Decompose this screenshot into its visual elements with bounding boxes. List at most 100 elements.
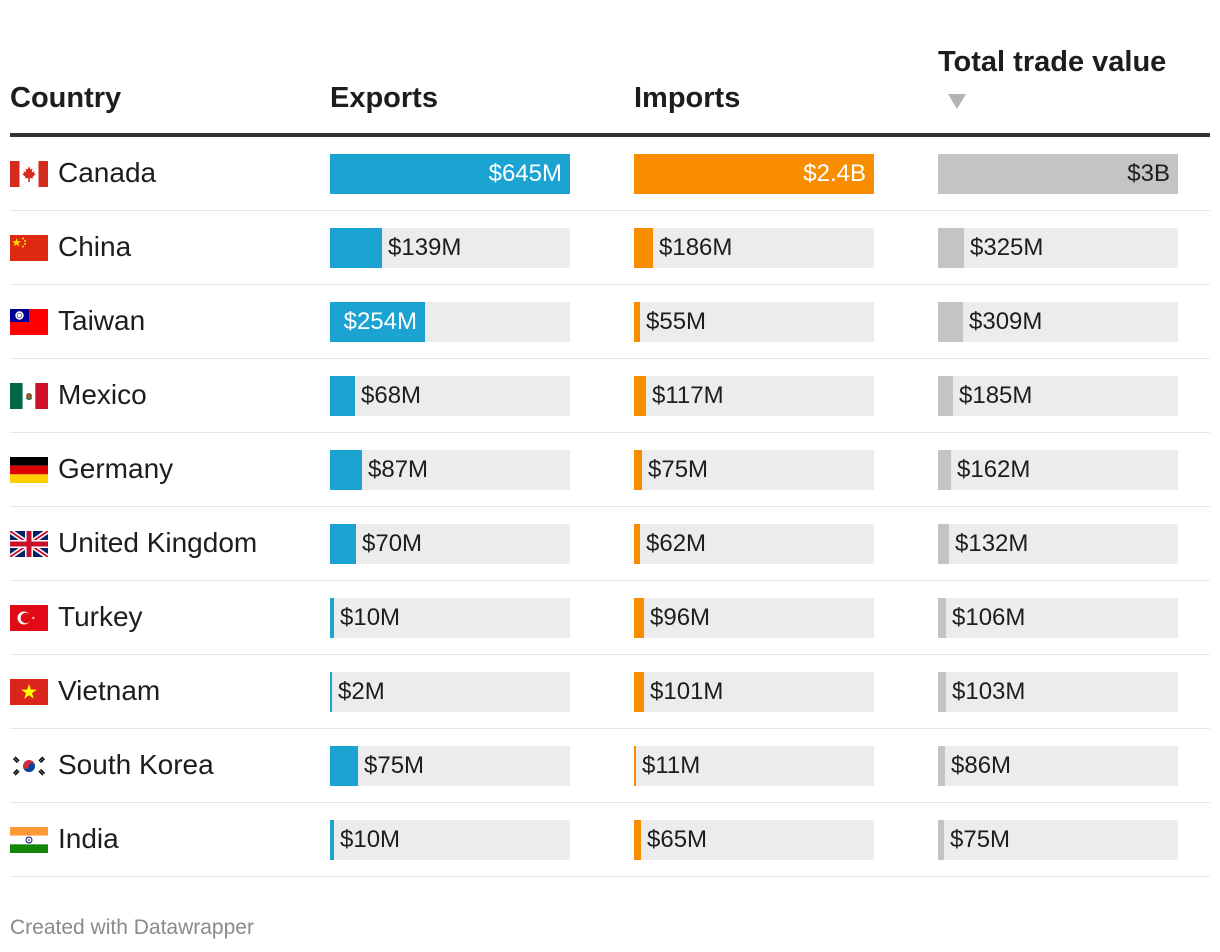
table-row: Mexico $68M $117M $185M [10,359,1210,433]
country-name: Canada [58,157,157,188]
exports-cell: $75M [330,746,570,786]
united-kingdom-flag-icon [10,531,48,557]
total-trade-bar [938,450,951,490]
imports-value-label: $55M [646,308,707,335]
imports-bar [634,302,640,342]
exports-cell: $87M [330,450,570,490]
total-trade-bar [938,746,945,786]
imports-value-label: $62M [646,530,707,557]
column-header-imports[interactable]: Imports [634,82,741,114]
canada-flag-icon [10,161,48,187]
imports-cell: $11M [634,746,874,786]
exports-cell: $10M [330,820,570,860]
table-row: United Kingdom $70M $62M $132M [10,507,1210,581]
country-name: United Kingdom [58,527,258,558]
total-trade-value-label: $162M [957,456,1031,483]
total-trade-value-label: $103M [952,678,1026,705]
column-header-country[interactable]: Country [10,82,122,114]
imports-cell: $65M [634,820,874,860]
total-trade-value-label: $132M [955,530,1029,557]
total-trade-bar [938,302,963,342]
credit-footer[interactable]: Created with Datawrapper [10,916,254,939]
imports-cell: $2.4B [634,154,874,194]
imports-value-label: $75M [648,456,709,483]
total-trade-cell: $103M [938,672,1178,712]
india-flag-icon [10,827,48,853]
total-trade-value-label: $309M [969,308,1043,335]
imports-bar [634,376,646,416]
imports-bar [634,672,644,712]
exports-cell: $70M [330,524,570,564]
exports-value-label: $68M [361,382,422,409]
imports-value-label: $2.4B [803,160,866,187]
exports-bar [330,228,382,268]
exports-bar [330,450,362,490]
imports-value-label: $117M [652,382,724,409]
total-trade-bar [938,524,949,564]
total-trade-cell: $185M [938,376,1178,416]
exports-value-label: $139M [388,234,462,261]
exports-value-label: $10M [340,826,401,853]
exports-value-label: $70M [362,530,423,557]
vietnam-flag-icon [10,679,48,705]
table-row: Turkey $10M $96M $106M [10,581,1210,655]
total-trade-cell: $3B [938,154,1178,194]
total-trade-bar [938,672,946,712]
country-name: India [58,823,119,854]
country-name: South Korea [58,749,214,780]
total-trade-cell: $132M [938,524,1178,564]
country-name: Vietnam [58,675,161,706]
imports-value-label: $11M [642,752,701,779]
exports-cell: $254M [330,302,570,342]
column-header-exports[interactable]: Exports [330,82,438,114]
exports-value-label: $10M [340,604,401,631]
exports-bar [330,154,570,194]
total-trade-bar [938,376,953,416]
sort-descending-icon[interactable] [948,94,966,109]
header-divider [10,133,1210,137]
total-trade-value-label: $106M [952,604,1026,631]
imports-value-label: $101M [650,678,724,705]
imports-value-label: $186M [659,234,733,261]
imports-bar [634,450,642,490]
total-trade-bar [938,228,964,268]
germany-flag-icon [10,457,48,483]
total-trade-bar [938,820,944,860]
exports-bar [330,598,334,638]
exports-bar [330,820,334,860]
exports-bar [330,746,358,786]
exports-bar [330,524,356,564]
country-name: China [58,231,132,262]
exports-cell: $10M [330,598,570,638]
total-trade-cell: $106M [938,598,1178,638]
exports-bar [330,376,355,416]
imports-cell: $55M [634,302,874,342]
table-row: Taiwan $254M $55M $309M [10,285,1210,359]
total-trade-cell: $162M [938,450,1178,490]
country-name: Mexico [58,379,147,410]
table-row: Canada $645M $2.4B $3B [10,137,1210,211]
table-row: Vietnam $2M $101M $103M [10,655,1210,729]
total-trade-bar [938,154,1178,194]
column-header-total-trade-value[interactable]: Total trade value [938,46,1167,78]
total-trade-cell: $75M [938,820,1178,860]
imports-bar [634,746,636,786]
total-trade-cell: $325M [938,228,1178,268]
imports-cell: $62M [634,524,874,564]
exports-cell: $2M [330,672,570,712]
exports-cell: $68M [330,376,570,416]
total-trade-value-label: $86M [951,752,1012,779]
turkey-flag-icon [10,605,48,631]
imports-bar [634,820,641,860]
country-name: Germany [58,453,174,484]
exports-value-label: $75M [364,752,425,779]
imports-bar [634,154,874,194]
total-trade-cell: $86M [938,746,1178,786]
exports-bar [330,672,332,712]
imports-bar [634,598,644,638]
total-trade-value-label: $325M [970,234,1044,261]
exports-value-label: $87M [368,456,429,483]
imports-value-label: $96M [650,604,711,631]
table-header: Country Exports Imports Total trade valu… [0,0,1220,137]
imports-cell: $117M [634,376,874,416]
